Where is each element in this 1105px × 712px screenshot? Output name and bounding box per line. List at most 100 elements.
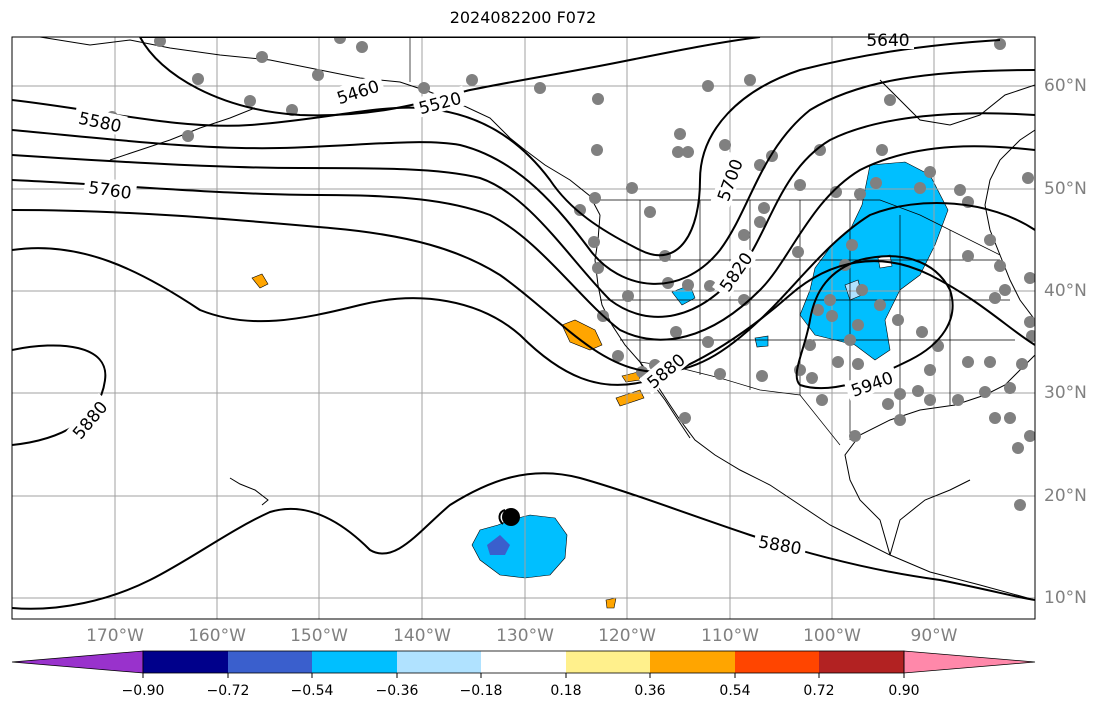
- orange-field-2: [251, 273, 269, 289]
- orange-field-5: [605, 597, 617, 609]
- coastline-alaska: [39, 37, 601, 216]
- station-marker: [466, 74, 478, 86]
- colorbar-segment: [312, 651, 397, 673]
- station-marker: [854, 188, 866, 200]
- station-marker: [644, 206, 656, 218]
- station-marker: [952, 394, 964, 406]
- station-marker: [924, 394, 936, 406]
- station-marker: [962, 356, 974, 368]
- station-marker: [924, 364, 936, 376]
- station-marker: [744, 74, 756, 86]
- station-marker: [182, 130, 194, 142]
- station-marker: [754, 216, 766, 228]
- station-marker: [312, 69, 324, 81]
- coastline-west: [594, 214, 1035, 601]
- colorbar-segment: [650, 651, 735, 673]
- coastline-east: [984, 129, 1035, 321]
- longitude-label: 90°W: [910, 626, 958, 646]
- tropical-cyclone-symbol: [498, 508, 520, 526]
- contour-3: [12, 69, 1035, 285]
- station-marker: [679, 412, 691, 424]
- station-marker: [999, 284, 1011, 296]
- height-contours: [12, 37, 1035, 610]
- station-marker: [588, 236, 600, 248]
- station-marker: [852, 319, 864, 331]
- station-marker: [418, 82, 430, 94]
- station-marker: [704, 280, 716, 292]
- station-marker: [670, 326, 682, 338]
- station-marker: [892, 314, 904, 326]
- station-marker: [830, 186, 842, 198]
- station-marker: [702, 336, 714, 348]
- map-title: 2024082200 F072: [449, 8, 597, 27]
- station-marker: [192, 73, 204, 85]
- blue-field-pacific: [471, 514, 568, 579]
- station-marker: [962, 250, 974, 262]
- station-marker: [674, 128, 686, 140]
- station-marker: [806, 372, 818, 384]
- station-marker: [592, 262, 604, 274]
- contour-5820: [12, 202, 1035, 373]
- colorbar-tick-label: −0.54: [290, 683, 334, 699]
- latitude-label: 50°N: [1044, 179, 1087, 199]
- station-marker: [954, 184, 966, 196]
- station-marker: [989, 292, 1001, 304]
- station-marker: [989, 412, 1001, 424]
- station-marker: [884, 94, 896, 106]
- station-marker: [874, 299, 886, 311]
- longitude-label: 110°W: [701, 626, 759, 646]
- station-marker: [1004, 412, 1016, 424]
- latitude-label: 10°N: [1044, 588, 1087, 608]
- longitude-label: 100°W: [803, 626, 861, 646]
- station-marker: [816, 394, 828, 406]
- station-marker: [591, 144, 603, 156]
- station-marker: [824, 294, 836, 306]
- longitude-label: 130°W: [496, 626, 554, 646]
- station-marker: [882, 398, 894, 410]
- political-borders: [409, 37, 1015, 446]
- station-marker: [626, 182, 638, 194]
- contour-label-bg: [862, 29, 914, 49]
- graticule: [12, 37, 1035, 619]
- colorbar-tick-label: −0.18: [459, 683, 503, 699]
- station-marker: [812, 304, 824, 316]
- map-frame: [11, 36, 1036, 620]
- colorbar-tick-label: 0.90: [888, 683, 920, 699]
- contour-4: [12, 112, 1035, 318]
- station-marker: [914, 182, 926, 194]
- station-marker: [682, 146, 694, 158]
- colorbar-tick-label: 0.54: [719, 683, 751, 699]
- contour-5760: [12, 145, 1035, 341]
- contour-5880-north: [12, 247, 1035, 386]
- longitude-label: 160°W: [188, 626, 246, 646]
- latitude-label: 20°N: [1044, 486, 1087, 506]
- station-marker: [244, 95, 256, 107]
- station-marker: [534, 82, 546, 94]
- station-marker: [1024, 316, 1035, 328]
- contour-label-bg: [72, 105, 128, 137]
- station-marker: [916, 326, 928, 338]
- coastline-hawaii: [229, 477, 269, 506]
- station-marker: [984, 356, 996, 368]
- contour-label-bg: [752, 529, 808, 559]
- station-marker: [894, 414, 906, 426]
- contour-label-bg: [639, 345, 692, 395]
- station-marker: [574, 204, 586, 216]
- longitude-label: 120°W: [598, 626, 656, 646]
- contour-label-bg: [83, 175, 138, 203]
- contour-label-bg: [412, 85, 468, 119]
- contour-label-bg: [712, 244, 759, 299]
- contour-label-bg: [329, 73, 386, 109]
- station-marker: [154, 37, 166, 47]
- station-marker: [852, 358, 864, 370]
- station-marker: [589, 192, 601, 204]
- latitude-label: 60°N: [1044, 76, 1087, 96]
- station-marker: [256, 51, 268, 63]
- colorbar-tick-label: 0.72: [803, 683, 835, 699]
- contour-label-bg: [64, 393, 114, 446]
- contour-5880-south: [12, 472, 1035, 610]
- station-marker: [612, 350, 624, 362]
- colorbar-outline: [142, 650, 905, 674]
- blue-field-small-2: [754, 335, 769, 348]
